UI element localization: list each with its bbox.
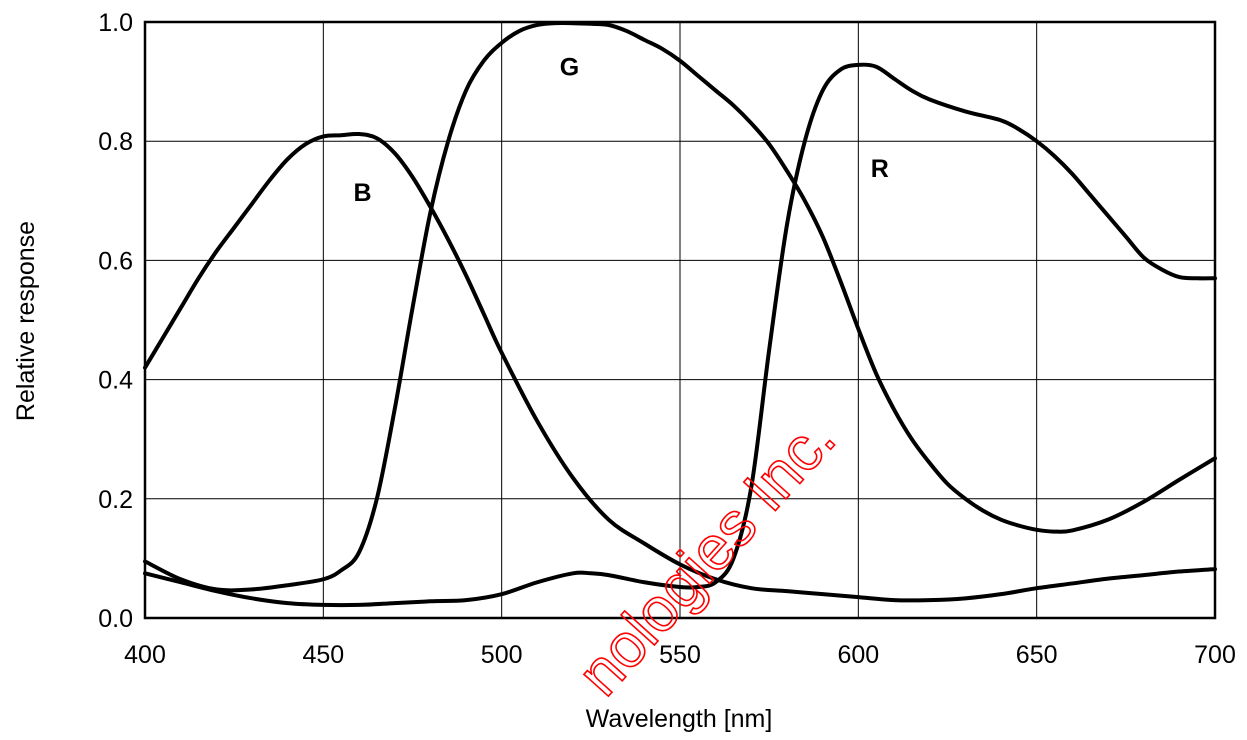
series-line-r [143,62,1217,608]
y-tick-label: 0.6 [98,247,133,275]
series-line-b [143,131,1217,603]
x-tick-label: 600 [837,641,879,669]
series-labels: B G R [354,54,889,207]
x-tick-label: 400 [124,641,166,669]
series-label-b: B [354,179,372,207]
watermark-text: nologies Inc. [565,404,849,709]
y-tick-label: 0.2 [98,486,133,514]
series-label-g: G [560,54,579,82]
x-tick-labels: 400 450 500 550 600 650 700 [124,641,1236,669]
series-lines [143,21,1217,608]
y-axis-title: Relative response [12,221,40,421]
series-label-r: R [871,155,889,183]
plot-frame [143,20,1217,620]
y-tick-label: 1.0 [98,9,133,37]
x-tick-label: 650 [1016,641,1058,669]
series-line-g [143,21,1217,593]
x-tick-label: 500 [481,641,523,669]
y-tick-label: 0.0 [98,605,133,633]
x-tick-label: 450 [302,641,344,669]
x-axis-title: Wavelength [nm] [586,705,773,733]
y-tick-label: 0.8 [98,128,133,156]
x-tick-label: 550 [659,641,701,669]
y-tick-labels: 0.0 0.2 0.4 0.6 0.8 1.0 [98,9,133,633]
grid-lines [144,21,1216,619]
x-tick-label: 700 [1194,641,1236,669]
y-tick-label: 0.4 [98,367,133,395]
